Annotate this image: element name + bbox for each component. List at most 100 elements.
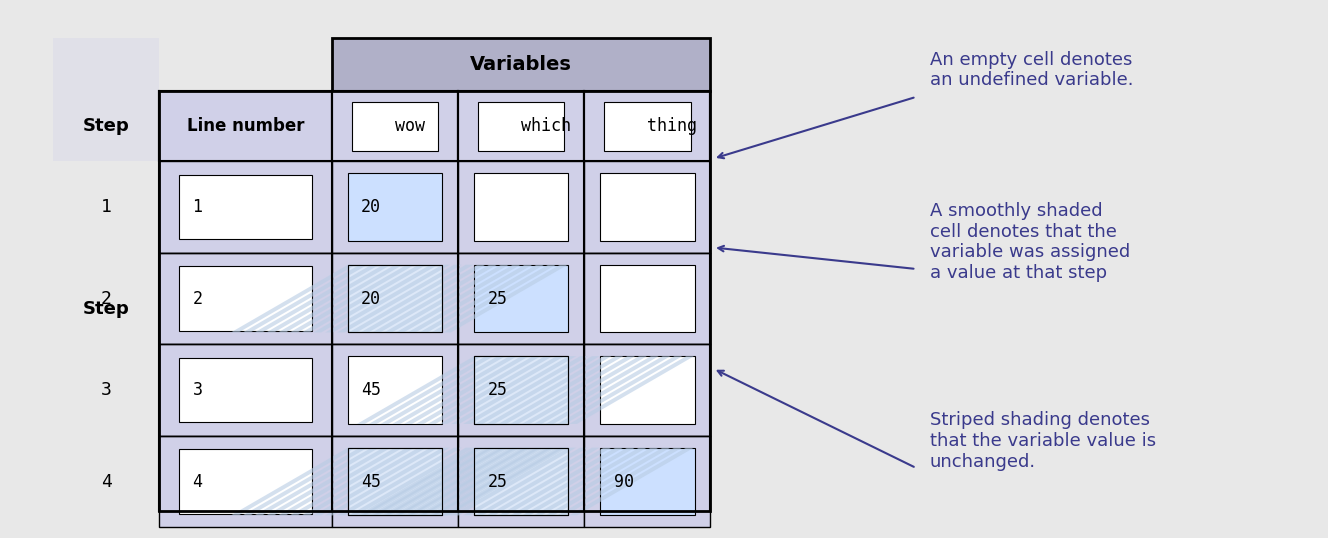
Polygon shape xyxy=(522,356,647,424)
Polygon shape xyxy=(558,448,683,515)
FancyBboxPatch shape xyxy=(159,436,332,527)
FancyBboxPatch shape xyxy=(159,436,710,527)
Text: 25: 25 xyxy=(487,289,507,308)
FancyBboxPatch shape xyxy=(159,253,710,344)
FancyBboxPatch shape xyxy=(53,436,159,527)
Polygon shape xyxy=(313,265,438,332)
Polygon shape xyxy=(432,265,556,332)
FancyBboxPatch shape xyxy=(600,265,695,332)
Text: 20: 20 xyxy=(361,198,381,216)
Polygon shape xyxy=(408,265,533,332)
FancyBboxPatch shape xyxy=(458,161,584,253)
FancyBboxPatch shape xyxy=(179,358,312,422)
Text: 2: 2 xyxy=(193,289,203,308)
Polygon shape xyxy=(570,356,695,424)
Polygon shape xyxy=(231,265,356,332)
FancyBboxPatch shape xyxy=(474,356,568,424)
Polygon shape xyxy=(444,448,568,515)
Polygon shape xyxy=(486,448,612,515)
Polygon shape xyxy=(372,448,497,515)
Polygon shape xyxy=(416,448,540,515)
Polygon shape xyxy=(381,356,506,424)
FancyBboxPatch shape xyxy=(179,175,312,239)
Polygon shape xyxy=(349,265,474,332)
Polygon shape xyxy=(416,356,540,424)
Polygon shape xyxy=(381,448,506,515)
Polygon shape xyxy=(444,265,568,332)
Polygon shape xyxy=(369,356,494,424)
Polygon shape xyxy=(396,265,521,332)
FancyBboxPatch shape xyxy=(332,436,458,527)
Polygon shape xyxy=(475,356,600,424)
Polygon shape xyxy=(369,448,494,515)
Polygon shape xyxy=(301,448,426,515)
FancyBboxPatch shape xyxy=(53,38,159,511)
FancyBboxPatch shape xyxy=(332,161,458,253)
Polygon shape xyxy=(360,265,486,332)
FancyBboxPatch shape xyxy=(159,91,332,161)
Polygon shape xyxy=(266,448,392,515)
FancyBboxPatch shape xyxy=(179,266,312,331)
FancyBboxPatch shape xyxy=(474,448,568,515)
Polygon shape xyxy=(486,356,612,424)
Text: An empty cell denotes
an undefined variable.: An empty cell denotes an undefined varia… xyxy=(930,51,1133,89)
Polygon shape xyxy=(522,448,647,515)
Polygon shape xyxy=(231,448,356,515)
Text: 3: 3 xyxy=(193,381,203,399)
FancyBboxPatch shape xyxy=(352,102,438,151)
Text: Line number: Line number xyxy=(187,117,304,136)
Text: Step: Step xyxy=(82,300,130,318)
Text: 1: 1 xyxy=(193,198,203,216)
FancyBboxPatch shape xyxy=(474,173,568,241)
Polygon shape xyxy=(452,448,576,515)
FancyBboxPatch shape xyxy=(600,448,695,515)
FancyBboxPatch shape xyxy=(332,38,710,91)
Polygon shape xyxy=(337,265,462,332)
FancyBboxPatch shape xyxy=(332,91,458,161)
FancyBboxPatch shape xyxy=(348,448,442,515)
Polygon shape xyxy=(349,448,474,515)
Polygon shape xyxy=(404,356,529,424)
FancyBboxPatch shape xyxy=(458,344,584,436)
FancyBboxPatch shape xyxy=(348,356,442,424)
Polygon shape xyxy=(558,356,683,424)
FancyBboxPatch shape xyxy=(53,344,159,436)
Polygon shape xyxy=(463,448,588,515)
Polygon shape xyxy=(432,448,556,515)
Polygon shape xyxy=(290,448,414,515)
Polygon shape xyxy=(510,448,635,515)
FancyBboxPatch shape xyxy=(458,91,584,161)
Text: Striped shading denotes
that the variable value is
unchanged.: Striped shading denotes that the variabl… xyxy=(930,412,1155,471)
FancyBboxPatch shape xyxy=(584,344,710,436)
FancyBboxPatch shape xyxy=(584,161,710,253)
Polygon shape xyxy=(534,448,659,515)
FancyBboxPatch shape xyxy=(332,253,458,344)
Text: 4: 4 xyxy=(101,472,112,491)
Polygon shape xyxy=(290,265,414,332)
Text: 45: 45 xyxy=(361,472,381,491)
Polygon shape xyxy=(255,265,380,332)
FancyBboxPatch shape xyxy=(159,344,332,436)
Polygon shape xyxy=(357,356,482,424)
FancyBboxPatch shape xyxy=(458,253,584,344)
FancyBboxPatch shape xyxy=(159,91,710,161)
Text: 45: 45 xyxy=(361,381,381,399)
Polygon shape xyxy=(452,356,576,424)
FancyBboxPatch shape xyxy=(584,91,710,161)
Polygon shape xyxy=(255,448,380,515)
Polygon shape xyxy=(534,356,659,424)
Polygon shape xyxy=(337,448,462,515)
Text: wow: wow xyxy=(396,117,425,136)
Polygon shape xyxy=(372,265,497,332)
FancyBboxPatch shape xyxy=(600,173,695,241)
Polygon shape xyxy=(420,448,544,515)
Text: thing: thing xyxy=(648,117,697,136)
Text: Variables: Variables xyxy=(470,55,572,74)
Polygon shape xyxy=(420,265,544,332)
Polygon shape xyxy=(428,356,552,424)
Polygon shape xyxy=(546,356,671,424)
Polygon shape xyxy=(243,448,368,515)
Polygon shape xyxy=(325,265,450,332)
FancyBboxPatch shape xyxy=(332,344,458,436)
Polygon shape xyxy=(396,448,521,515)
